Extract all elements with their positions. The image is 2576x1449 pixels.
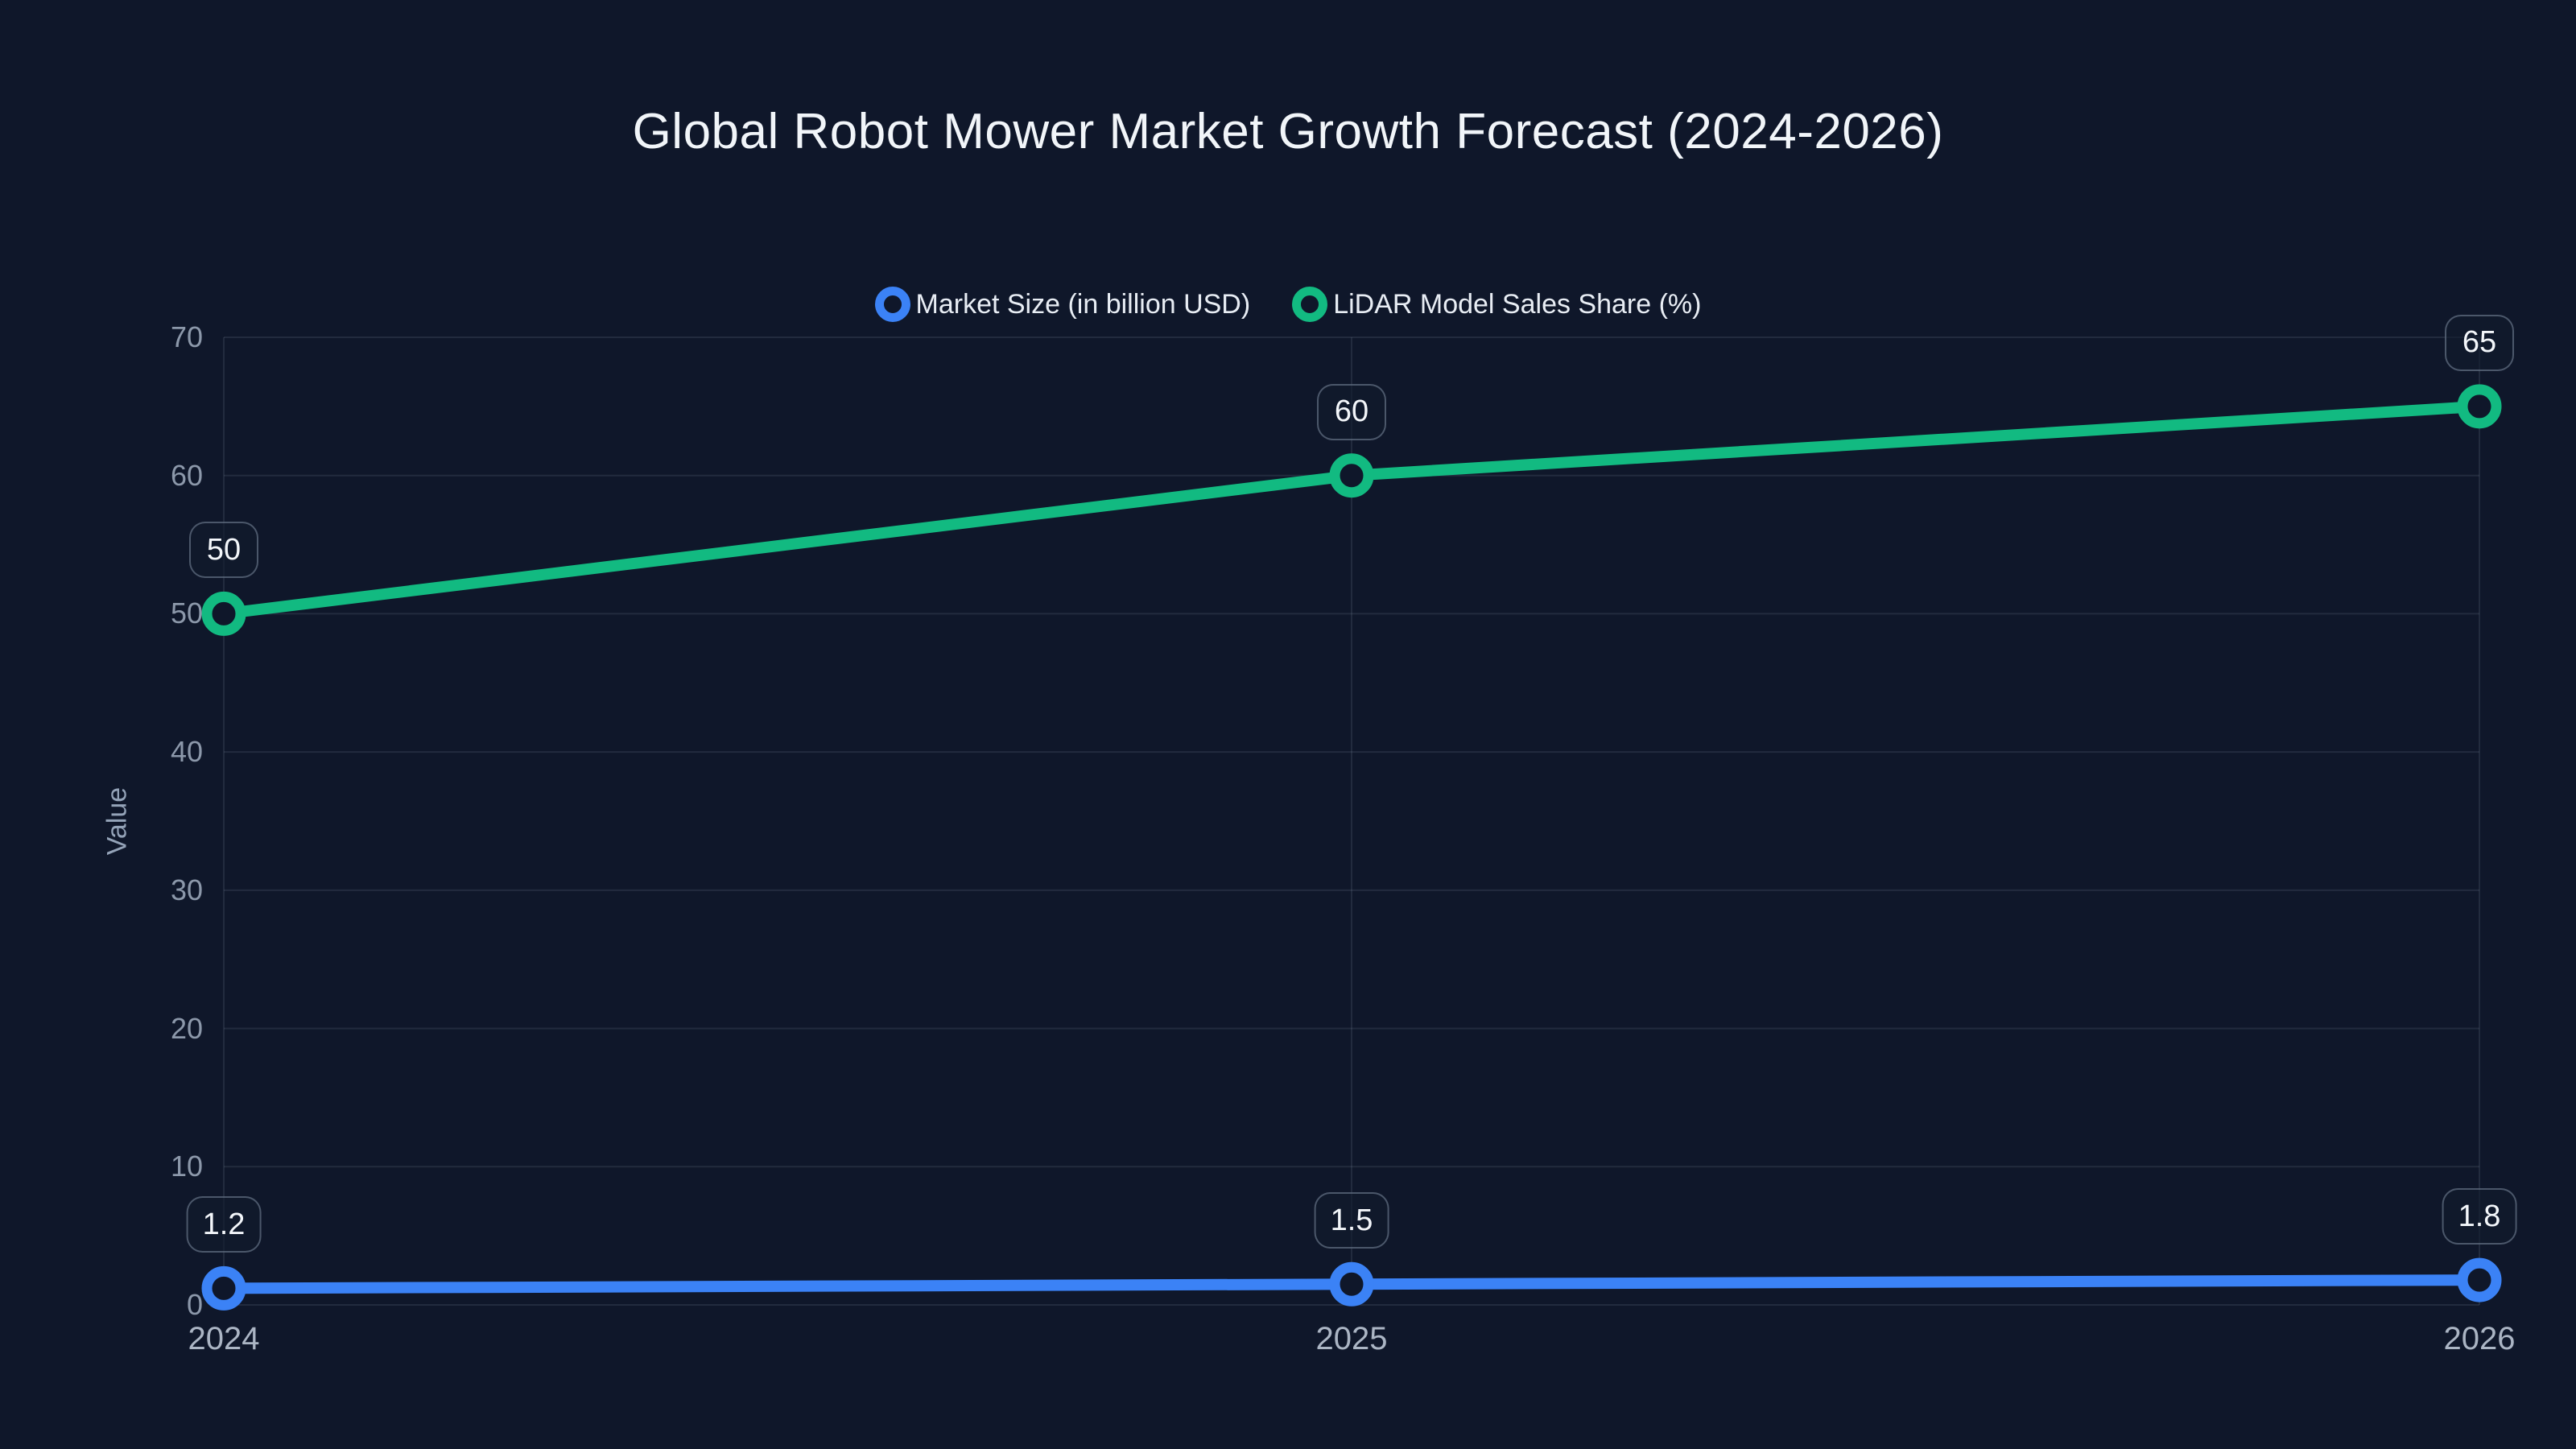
x-tick-label: 2026	[2443, 1321, 2516, 1356]
y-tick-label: 50	[170, 597, 203, 630]
point-value-badge: 50	[189, 522, 258, 579]
y-tick-label: 60	[170, 458, 203, 492]
y-tick-label: 0	[186, 1288, 203, 1321]
data-point-marker[interactable]	[2457, 384, 2502, 429]
legend-label-lidar-share: LiDAR Model Sales Share (%)	[1333, 288, 1702, 320]
point-value-badge: 65	[2445, 314, 2514, 371]
data-point-marker[interactable]	[1329, 1261, 1374, 1307]
data-point-marker[interactable]	[2457, 1257, 2502, 1302]
point-value-badge: 1.2	[186, 1196, 262, 1253]
x-tick-label: 2025	[1315, 1321, 1388, 1356]
y-tick-label: 30	[170, 873, 203, 906]
market-size-legend-ring-icon	[874, 287, 910, 322]
y-tick-label: 40	[170, 735, 203, 769]
point-value-badge: 1.5	[1314, 1192, 1389, 1249]
y-tick-label: 20	[170, 1011, 203, 1045]
data-point-marker[interactable]	[201, 1265, 246, 1311]
point-value-badge: 60	[1317, 383, 1386, 440]
legend-label-market-size: Market Size (in billion USD)	[915, 288, 1251, 320]
chart-title: Global Robot Mower Market Growth Forecas…	[632, 104, 1944, 159]
y-axis-title: Value	[101, 786, 133, 856]
legend: Market Size (in billion USD) LiDAR Model…	[0, 287, 2576, 322]
point-value-badge: 1.8	[2442, 1188, 2517, 1245]
legend-item-lidar-share[interactable]: LiDAR Model Sales Share (%)	[1292, 287, 1701, 322]
data-point-marker[interactable]	[201, 591, 246, 636]
x-tick-label: 2024	[188, 1321, 260, 1356]
y-tick-label: 70	[170, 320, 203, 353]
y-tick-label: 10	[170, 1150, 203, 1183]
data-point-marker[interactable]	[1329, 453, 1374, 498]
legend-item-market-size[interactable]: Market Size (in billion USD)	[874, 287, 1251, 322]
lidar-share-legend-ring-icon	[1292, 287, 1328, 322]
